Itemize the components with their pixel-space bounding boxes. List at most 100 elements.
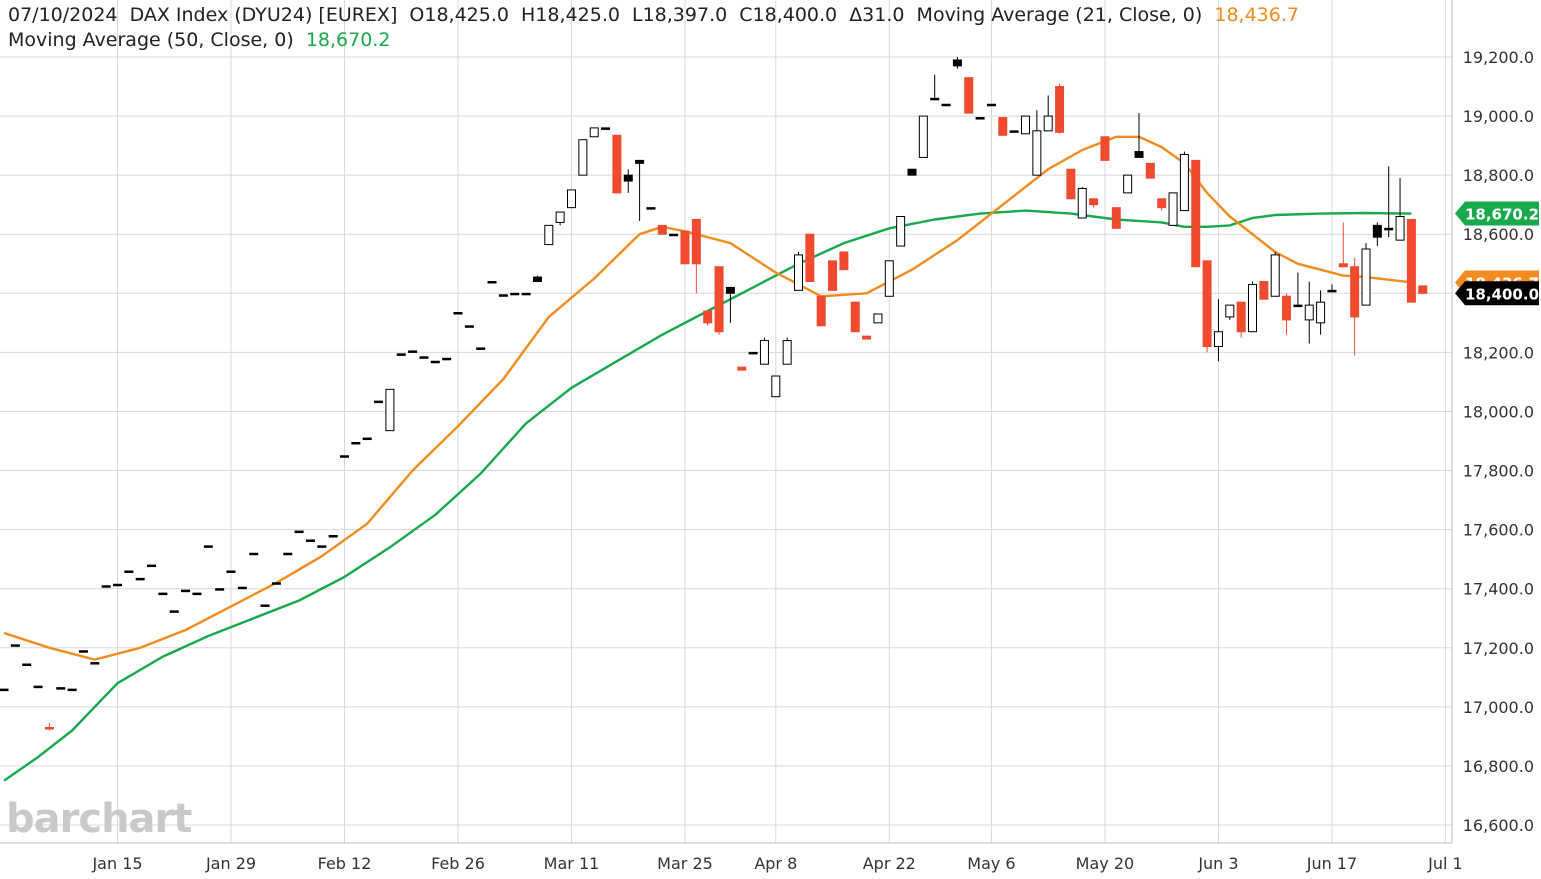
candle-body	[1077, 187, 1087, 219]
x-tick-label: Apr 22	[863, 854, 916, 873]
candle-body	[623, 174, 633, 182]
candle-body	[476, 347, 486, 350]
candle-body	[1168, 192, 1178, 226]
candle	[725, 286, 735, 323]
candle	[1134, 113, 1144, 158]
candle	[680, 230, 690, 265]
x-axis: Jan 15 Jan 29 Feb 12 Feb 26 Mar 11 Mar 25 Apr …	[91, 854, 1462, 873]
candle	[782, 337, 792, 365]
y-tick-label: 19,000.0	[1463, 107, 1534, 126]
candle	[56, 687, 66, 690]
candle	[862, 335, 872, 340]
price-badge: 18,670.2	[1455, 201, 1539, 226]
candle-body	[1338, 263, 1348, 268]
candle-body	[408, 350, 418, 353]
candle-body	[691, 218, 701, 265]
candle	[385, 388, 395, 432]
candle	[408, 350, 418, 353]
candle	[169, 610, 179, 613]
x-tick-label: Jan 29	[205, 854, 256, 873]
candle-body	[169, 610, 179, 613]
ma50-label: Moving Average (50, Close, 0)	[8, 29, 294, 51]
candle	[464, 325, 474, 328]
y-tick-label: 17,400.0	[1463, 580, 1534, 599]
candle-body	[748, 351, 758, 355]
candle	[260, 604, 270, 607]
candle	[453, 312, 463, 315]
ma21-label: Moving Average (21, Close, 0)	[916, 4, 1203, 26]
candle-body	[964, 77, 974, 114]
candle	[215, 588, 225, 591]
candle	[510, 292, 520, 296]
candle-body	[317, 545, 327, 548]
candle	[601, 127, 611, 130]
candle	[101, 585, 111, 588]
candle-body	[998, 117, 1008, 136]
candle-body	[544, 224, 554, 246]
candle	[1293, 272, 1303, 308]
candle-body	[147, 564, 157, 568]
candle-body	[1406, 218, 1416, 303]
candle-body	[362, 437, 372, 441]
candle-body	[181, 589, 191, 593]
candle-body	[22, 663, 32, 667]
candle-body	[1123, 174, 1133, 194]
x-tick-label: Feb 12	[318, 854, 372, 873]
candle	[1055, 83, 1065, 134]
candle-body	[430, 360, 440, 364]
candle	[1021, 115, 1030, 135]
candle	[669, 233, 679, 237]
candle-body	[1179, 153, 1189, 212]
candle	[1089, 198, 1099, 208]
candle	[22, 663, 32, 667]
candle	[317, 545, 327, 548]
ma50-header: Moving Average (50, Close, 0) 18,670.2	[8, 29, 390, 51]
candle-body	[487, 280, 497, 284]
candle	[544, 224, 554, 246]
candle-body	[1043, 115, 1053, 132]
candle-body	[1418, 285, 1428, 294]
candle-body	[578, 139, 588, 176]
y-tick-label: 17,000.0	[1463, 698, 1534, 717]
candle-body	[816, 295, 826, 327]
candle-body	[1259, 280, 1269, 300]
candle-body	[612, 134, 622, 194]
candle-body	[771, 375, 781, 398]
barchart-watermark: barchart	[6, 796, 192, 842]
candle	[1259, 280, 1269, 300]
candle-body	[1282, 295, 1292, 321]
candle-body	[294, 530, 304, 534]
y-tick-label: 18,200.0	[1463, 343, 1534, 362]
candle	[1282, 293, 1292, 335]
candle-body	[113, 583, 122, 587]
candle	[158, 592, 168, 596]
candle-body	[555, 211, 565, 223]
candle-body	[1134, 151, 1144, 158]
candle-body	[646, 207, 656, 210]
candle	[44, 723, 54, 731]
candle-body	[124, 570, 134, 573]
candle	[362, 437, 372, 441]
candle-body	[703, 310, 713, 324]
candle-body	[385, 388, 395, 432]
candle-body	[1157, 198, 1167, 209]
candle	[941, 103, 951, 107]
candle-body	[1145, 162, 1155, 179]
candle	[521, 292, 531, 296]
x-tick-label: Jun 3	[1197, 854, 1238, 873]
price-badge-label: 18,400.0	[1465, 285, 1539, 303]
candle	[135, 577, 145, 581]
candle	[828, 260, 838, 291]
candle-body	[1213, 331, 1223, 347]
candle	[964, 77, 974, 114]
candle	[192, 592, 202, 596]
candle	[1179, 151, 1189, 212]
candle-body	[862, 335, 872, 340]
candle-body	[918, 115, 928, 158]
candle	[33, 685, 43, 689]
candle-body	[328, 535, 338, 538]
candle-body	[896, 216, 906, 247]
candle-body	[340, 455, 349, 458]
candle	[907, 168, 917, 176]
